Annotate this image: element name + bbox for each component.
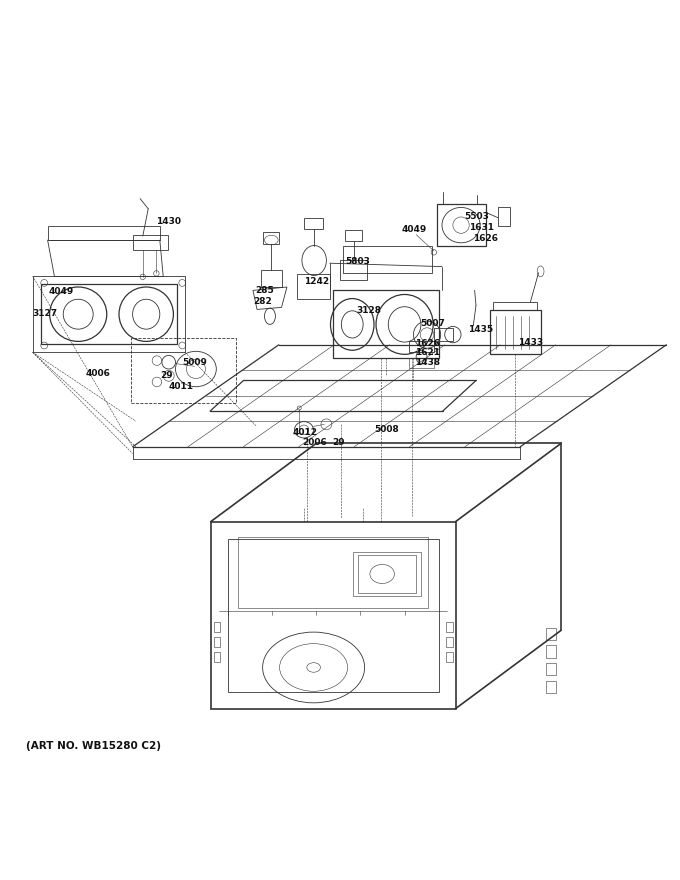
Bar bbox=[133, 235, 168, 250]
Bar bbox=[214, 652, 220, 662]
Text: 29: 29 bbox=[333, 438, 345, 447]
Bar bbox=[340, 260, 367, 280]
Bar bbox=[546, 663, 556, 675]
Bar bbox=[304, 218, 323, 229]
Text: 1626: 1626 bbox=[473, 234, 498, 243]
Bar bbox=[546, 681, 556, 693]
Bar bbox=[211, 522, 456, 708]
Bar bbox=[238, 537, 428, 607]
Bar bbox=[546, 627, 556, 640]
Text: 1430: 1430 bbox=[156, 216, 182, 225]
Bar bbox=[409, 341, 434, 352]
Text: 1631: 1631 bbox=[469, 224, 494, 232]
Bar bbox=[343, 246, 432, 274]
Bar bbox=[493, 302, 537, 310]
Text: 5803: 5803 bbox=[345, 257, 371, 267]
Text: 2006: 2006 bbox=[302, 438, 326, 447]
Text: 4049: 4049 bbox=[49, 287, 74, 297]
Bar bbox=[358, 555, 416, 592]
Text: 1433: 1433 bbox=[518, 338, 543, 348]
Bar bbox=[33, 276, 185, 352]
Bar bbox=[261, 270, 282, 287]
Bar bbox=[353, 552, 422, 597]
Text: 4012: 4012 bbox=[292, 428, 318, 437]
Text: 285: 285 bbox=[255, 286, 274, 295]
Text: 5008: 5008 bbox=[375, 425, 399, 434]
Text: 4006: 4006 bbox=[86, 369, 111, 378]
Bar bbox=[263, 232, 279, 244]
Text: 4049: 4049 bbox=[401, 224, 426, 234]
Text: 1621: 1621 bbox=[415, 348, 441, 357]
Bar bbox=[437, 204, 486, 246]
Text: 1626: 1626 bbox=[415, 339, 441, 348]
Bar bbox=[498, 207, 510, 226]
Text: 5007: 5007 bbox=[420, 319, 445, 327]
Text: 5503: 5503 bbox=[464, 212, 490, 222]
Text: 29: 29 bbox=[160, 370, 173, 380]
Text: (ART NO. WB15280 C2): (ART NO. WB15280 C2) bbox=[26, 742, 161, 752]
Text: 3127: 3127 bbox=[33, 309, 58, 318]
Bar bbox=[409, 358, 434, 368]
Bar bbox=[446, 622, 453, 632]
Text: 1438: 1438 bbox=[415, 358, 441, 367]
Text: 282: 282 bbox=[253, 297, 272, 306]
Text: 4011: 4011 bbox=[169, 383, 194, 392]
Bar bbox=[333, 290, 439, 358]
Bar bbox=[345, 230, 362, 241]
Bar bbox=[490, 310, 541, 355]
Bar bbox=[41, 284, 177, 344]
Bar bbox=[297, 274, 330, 298]
Text: 1242: 1242 bbox=[304, 277, 329, 286]
Bar bbox=[546, 645, 556, 657]
Text: 3128: 3128 bbox=[356, 306, 381, 315]
Text: 1435: 1435 bbox=[468, 325, 493, 334]
Bar bbox=[446, 637, 453, 647]
Bar bbox=[434, 327, 453, 341]
Bar bbox=[214, 637, 220, 647]
Bar bbox=[131, 338, 236, 402]
Text: 5009: 5009 bbox=[182, 358, 207, 367]
Bar bbox=[48, 226, 160, 240]
Bar bbox=[446, 652, 453, 662]
Bar bbox=[228, 539, 439, 692]
Bar bbox=[214, 622, 220, 632]
